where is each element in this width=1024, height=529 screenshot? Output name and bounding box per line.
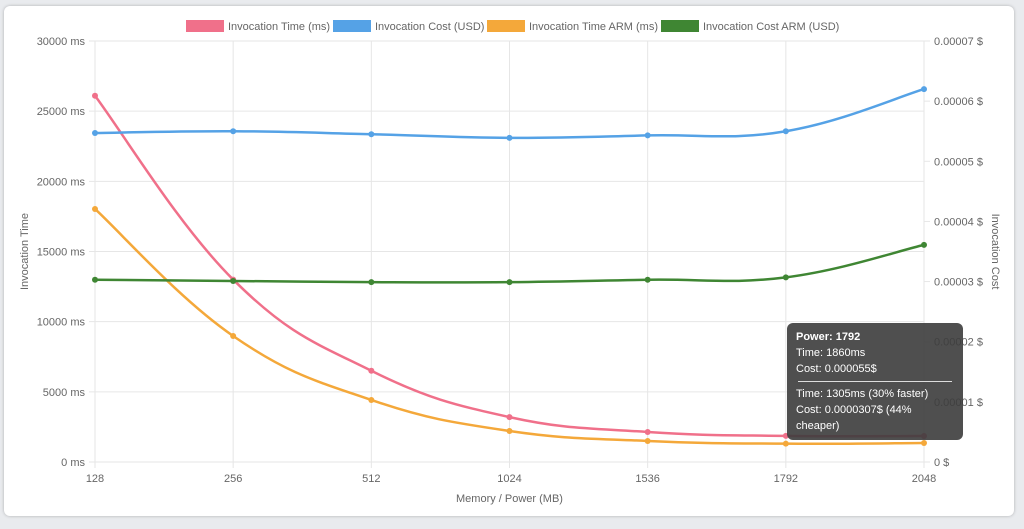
data-point — [644, 437, 651, 444]
legend-swatch — [661, 20, 699, 32]
data-point — [92, 205, 98, 212]
data-point — [368, 396, 375, 403]
data-point — [921, 86, 927, 93]
x-tick-label: 512 — [362, 473, 380, 485]
data-point — [506, 279, 513, 286]
y-right-tick-label: 0.00003 $ — [934, 277, 983, 289]
data-point — [782, 274, 789, 281]
y-left-tick-label: 0 ms — [61, 457, 85, 469]
y-left-axis-title: Invocation Time — [19, 213, 31, 290]
y-left-tick-label: 15000 ms — [37, 247, 86, 259]
y-left-tick-label: 5000 ms — [43, 387, 86, 399]
x-tick-label: 1024 — [497, 473, 521, 485]
data-point — [92, 130, 98, 137]
x-tick-label: 256 — [224, 473, 242, 485]
tooltip-time: Time: 1860ms — [796, 347, 866, 359]
tooltip-cost: Cost: 0.000055$ — [796, 363, 877, 375]
legend-label: Invocation Cost (USD) — [375, 21, 484, 33]
legend-swatch — [186, 20, 224, 32]
legend-label: Invocation Cost ARM (USD) — [703, 21, 839, 33]
legend-label: Invocation Time (ms) — [228, 21, 330, 33]
tooltip-arm-time: Time: 1305ms (30% faster) — [796, 388, 929, 400]
data-point — [782, 440, 789, 447]
y-right-tick-label: 0 $ — [934, 457, 949, 469]
x-tick-label: 1536 — [635, 473, 659, 485]
data-point — [644, 132, 651, 139]
data-point — [506, 414, 513, 421]
data-point — [921, 440, 927, 447]
data-point — [230, 128, 237, 135]
tooltip-title: Power: 1792 — [796, 331, 861, 343]
data-point — [230, 277, 237, 284]
data-point — [92, 276, 98, 283]
x-tick-label: 2048 — [912, 473, 936, 485]
chart-tooltip: Power: 1792 Time: 1860ms Cost: 0.000055$… — [787, 323, 963, 440]
data-point — [506, 134, 513, 141]
legend-label: Invocation Time ARM (ms) — [529, 21, 658, 33]
data-point — [644, 428, 651, 435]
y-right-axis-title: Invocation Cost — [989, 214, 1001, 290]
y-left-tick-label: 30000 ms — [37, 36, 86, 48]
y-right-tick-label: 0.00005 $ — [934, 156, 983, 168]
x-tick-label: 128 — [86, 473, 104, 485]
x-tick-label: 1792 — [774, 473, 798, 485]
data-point — [368, 279, 375, 286]
y-right-tick-label: 0.00004 $ — [934, 216, 983, 228]
data-point — [92, 92, 98, 99]
y-right-tick-label: 0.00006 $ — [934, 96, 983, 108]
x-axis-title: Memory / Power (MB) — [456, 493, 563, 505]
data-point — [230, 332, 237, 339]
y-left-tick-label: 20000 ms — [37, 176, 86, 188]
data-point — [368, 367, 375, 374]
data-point — [368, 131, 375, 138]
legend-swatch — [487, 20, 525, 32]
data-point — [782, 128, 789, 135]
data-point — [921, 241, 927, 248]
y-left-tick-label: 10000 ms — [37, 317, 86, 329]
data-point — [506, 427, 513, 434]
data-point — [644, 276, 651, 283]
tooltip-arm-cost: Cost: 0.0000307$ (44% cheaper) — [796, 404, 912, 432]
y-right-tick-label: 0.00007 $ — [934, 36, 983, 48]
legend-swatch — [333, 20, 371, 32]
tooltip-divider — [798, 381, 952, 382]
y-left-tick-label: 25000 ms — [37, 106, 86, 118]
